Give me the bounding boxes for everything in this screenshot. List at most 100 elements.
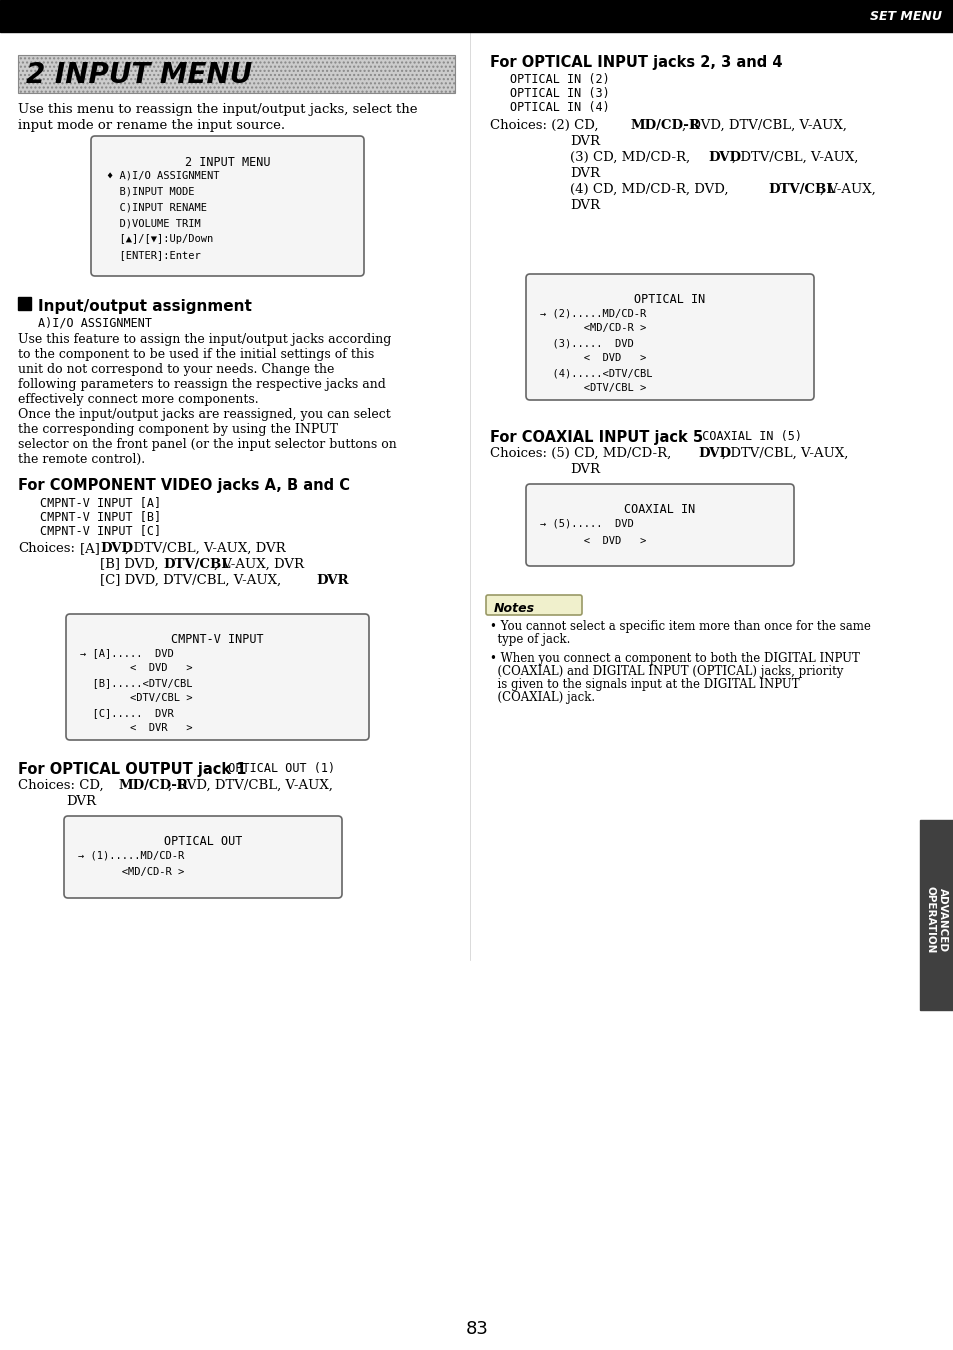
- Text: , DTV/CBL, V-AUX, DVR: , DTV/CBL, V-AUX, DVR: [125, 541, 285, 555]
- Text: (4) CD, MD/CD-R, DVD,: (4) CD, MD/CD-R, DVD,: [569, 184, 732, 196]
- Text: <  DVD   >: < DVD >: [539, 536, 645, 545]
- Text: [ENTER]:Enter: [ENTER]:Enter: [107, 250, 200, 261]
- Text: For COAXIAL INPUT jack 5: For COAXIAL INPUT jack 5: [490, 431, 702, 446]
- Text: • When you connect a component to both the DIGITAL INPUT: • When you connect a component to both t…: [490, 652, 859, 666]
- Text: DVR: DVR: [569, 463, 599, 477]
- Text: to the component to be used if the initial settings of this: to the component to be used if the initi…: [18, 348, 374, 360]
- FancyBboxPatch shape: [91, 136, 364, 275]
- Text: 2 INPUT MENU: 2 INPUT MENU: [185, 157, 270, 169]
- Text: OPTICAL OUT (1): OPTICAL OUT (1): [213, 761, 335, 775]
- Text: <  DVR   >: < DVR >: [80, 724, 193, 733]
- Text: DTV/CBL: DTV/CBL: [163, 558, 231, 571]
- Text: → [A].....  DVD: → [A]..... DVD: [80, 648, 173, 657]
- Text: SET MENU: SET MENU: [869, 9, 941, 23]
- Text: the corresponding component by using the INPUT: the corresponding component by using the…: [18, 423, 337, 436]
- Text: CMPNT-V INPUT: CMPNT-V INPUT: [171, 633, 264, 647]
- Bar: [919, 819, 953, 1010]
- Text: DVR: DVR: [66, 795, 96, 809]
- Text: For COMPONENT VIDEO jacks A, B and C: For COMPONENT VIDEO jacks A, B and C: [18, 478, 350, 493]
- Text: CMPNT-V INPUT [B]: CMPNT-V INPUT [B]: [40, 510, 161, 522]
- FancyBboxPatch shape: [525, 274, 813, 400]
- Text: (3) CD, MD/CD-R,: (3) CD, MD/CD-R,: [569, 151, 694, 163]
- Text: (COAXIAL) jack.: (COAXIAL) jack.: [490, 691, 595, 703]
- Text: [C] DVD, DTV/CBL, V-AUX,: [C] DVD, DTV/CBL, V-AUX,: [100, 574, 285, 587]
- Text: DVR: DVR: [569, 135, 599, 148]
- Text: the remote control).: the remote control).: [18, 454, 145, 466]
- Text: For OPTICAL OUTPUT jack 1: For OPTICAL OUTPUT jack 1: [18, 761, 246, 778]
- Text: unit do not correspond to your needs. Change the: unit do not correspond to your needs. Ch…: [18, 363, 334, 377]
- Text: Choices: CD,: Choices: CD,: [18, 779, 108, 792]
- Text: Use this feature to assign the input/output jacks according: Use this feature to assign the input/out…: [18, 333, 391, 346]
- Text: • You cannot select a specific item more than once for the same: • You cannot select a specific item more…: [490, 620, 870, 633]
- FancyBboxPatch shape: [64, 815, 341, 898]
- Text: CMPNT-V INPUT [A]: CMPNT-V INPUT [A]: [40, 495, 161, 509]
- Text: DVR: DVR: [315, 574, 348, 587]
- Text: → (2).....MD/CD-R: → (2).....MD/CD-R: [539, 308, 645, 319]
- Text: is given to the signals input at the DIGITAL INPUT: is given to the signals input at the DIG…: [490, 678, 799, 691]
- Text: , DTV/CBL, V-AUX,: , DTV/CBL, V-AUX,: [721, 447, 847, 460]
- Text: [B].....<DTV/CBL: [B].....<DTV/CBL: [80, 678, 193, 688]
- Text: Choices:: Choices:: [18, 541, 75, 555]
- Text: Input/output assignment: Input/output assignment: [38, 298, 252, 315]
- Text: DVR: DVR: [569, 198, 599, 212]
- Bar: [18, 297, 30, 310]
- FancyBboxPatch shape: [525, 485, 793, 566]
- Text: , DTV/CBL, V-AUX,: , DTV/CBL, V-AUX,: [731, 151, 858, 163]
- Text: [B] DVD,: [B] DVD,: [100, 558, 163, 571]
- FancyBboxPatch shape: [485, 595, 581, 616]
- Text: (4).....<DTV/CBL: (4).....<DTV/CBL: [539, 369, 652, 378]
- Text: MD/CD-R: MD/CD-R: [629, 119, 700, 132]
- Text: 2 INPUT MENU: 2 INPUT MENU: [26, 61, 252, 89]
- Text: Once the input/output jacks are reassigned, you can select: Once the input/output jacks are reassign…: [18, 408, 391, 421]
- Text: <MD/CD-R >: <MD/CD-R >: [78, 867, 184, 878]
- Text: <MD/CD-R >: <MD/CD-R >: [539, 323, 645, 333]
- Text: OPTICAL IN (2): OPTICAL IN (2): [510, 73, 609, 86]
- Text: (3).....  DVD: (3)..... DVD: [539, 338, 633, 348]
- Text: , V-AUX, DVR: , V-AUX, DVR: [213, 558, 304, 571]
- Text: DVD: DVD: [707, 151, 740, 163]
- Text: following parameters to reassign the respective jacks and: following parameters to reassign the res…: [18, 378, 385, 392]
- Text: [C].....  DVR: [C]..... DVR: [80, 707, 173, 718]
- Text: Choices: (2) CD,: Choices: (2) CD,: [490, 119, 602, 132]
- Text: → (5).....  DVD: → (5)..... DVD: [539, 518, 633, 528]
- Text: selector on the front panel (or the input selector buttons on: selector on the front panel (or the inpu…: [18, 437, 396, 451]
- Text: [A]: [A]: [80, 541, 104, 555]
- Text: , DVD, DTV/CBL, V-AUX,: , DVD, DTV/CBL, V-AUX,: [168, 779, 333, 792]
- Text: For OPTICAL INPUT jacks 2, 3 and 4: For OPTICAL INPUT jacks 2, 3 and 4: [490, 55, 781, 70]
- Text: Notes: Notes: [494, 602, 535, 616]
- Bar: [18, 55, 455, 93]
- FancyBboxPatch shape: [66, 614, 369, 740]
- Text: , DVD, DTV/CBL, V-AUX,: , DVD, DTV/CBL, V-AUX,: [681, 119, 846, 132]
- Text: OPTICAL IN (3): OPTICAL IN (3): [510, 86, 609, 100]
- Text: OPTICAL IN (4): OPTICAL IN (4): [510, 101, 609, 113]
- Text: B)INPUT MODE: B)INPUT MODE: [107, 186, 194, 196]
- Text: <DTV/CBL >: <DTV/CBL >: [539, 383, 645, 393]
- Text: <  DVD   >: < DVD >: [539, 352, 645, 363]
- Text: [▲]/[▼]:Up/Down: [▲]/[▼]:Up/Down: [107, 234, 213, 244]
- Text: type of jack.: type of jack.: [490, 633, 570, 647]
- Text: COAXIAL IN: COAXIAL IN: [623, 504, 695, 516]
- Text: DTV/CBL: DTV/CBL: [767, 184, 835, 196]
- Text: input mode or rename the input source.: input mode or rename the input source.: [18, 119, 285, 132]
- Bar: [0, 0, 953, 32]
- Text: DVD: DVD: [100, 541, 132, 555]
- Text: OPTICAL IN: OPTICAL IN: [634, 293, 705, 306]
- Text: ♦ A)I/O ASSIGNMENT: ♦ A)I/O ASSIGNMENT: [107, 170, 219, 180]
- Text: DVD: DVD: [698, 447, 730, 460]
- Text: effectively connect more components.: effectively connect more components.: [18, 393, 258, 406]
- Text: Use this menu to reassign the input/output jacks, select the: Use this menu to reassign the input/outp…: [18, 103, 417, 116]
- Text: C)INPUT RENAME: C)INPUT RENAME: [107, 202, 207, 212]
- Text: , V-AUX,: , V-AUX,: [820, 184, 875, 196]
- Text: CMPNT-V INPUT [C]: CMPNT-V INPUT [C]: [40, 524, 161, 537]
- Text: COAXIAL IN (5): COAXIAL IN (5): [687, 431, 801, 443]
- Text: <DTV/CBL >: <DTV/CBL >: [80, 693, 193, 703]
- Text: → (1).....MD/CD-R: → (1).....MD/CD-R: [78, 850, 184, 860]
- Text: Choices: (5) CD, MD/CD-R,: Choices: (5) CD, MD/CD-R,: [490, 447, 675, 460]
- Text: DVR: DVR: [569, 167, 599, 180]
- Text: A)I/O ASSIGNMENT: A)I/O ASSIGNMENT: [38, 316, 152, 329]
- Text: (COAXIAL) and DIGITAL INPUT (OPTICAL) jacks, priority: (COAXIAL) and DIGITAL INPUT (OPTICAL) ja…: [490, 666, 842, 678]
- Text: OPTICAL OUT: OPTICAL OUT: [164, 836, 242, 848]
- Text: 83: 83: [465, 1320, 488, 1338]
- Text: ADVANCED
OPERATION: ADVANCED OPERATION: [924, 887, 947, 953]
- Text: <  DVD   >: < DVD >: [80, 663, 193, 674]
